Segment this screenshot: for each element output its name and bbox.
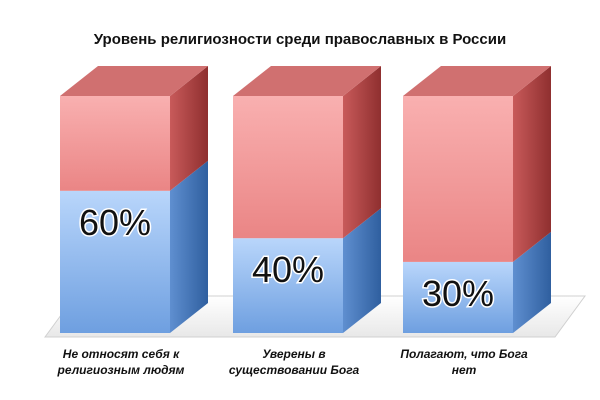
bar-value-side: [170, 160, 208, 333]
value-label-1: 60%: [79, 202, 151, 243]
bar-value-front: [233, 238, 343, 333]
bar-remainder-side: [170, 66, 208, 191]
bar-remainder-front: [403, 96, 513, 262]
bar-top: [233, 66, 381, 96]
bars: 60% 40% 30%: [60, 66, 551, 333]
bar-remainder-side: [343, 66, 381, 239]
category-labels: Не относят себя к религиозным людям Уверен…: [57, 347, 528, 377]
category-label-1: Не относят себя к религиозным людям: [57, 347, 185, 377]
bar-3: [403, 66, 551, 333]
bar-remainder-front: [233, 96, 343, 239]
bar-2: [233, 66, 381, 333]
category-label-3: Полагают, что Бога нет: [400, 347, 528, 377]
bar-remainder-front: [60, 96, 170, 191]
category-label-2: Уверены в существовании Бога: [229, 347, 360, 377]
chart-title: Уровень религиозности среди православных…: [94, 31, 506, 48]
value-label-3: 30%: [422, 273, 494, 314]
bar-value-side: [513, 231, 551, 333]
bar-value-front: [60, 190, 170, 333]
bar-value-side: [343, 208, 381, 333]
bar-remainder-side: [513, 66, 551, 262]
bar-top: [60, 66, 208, 96]
bar-value-front: [403, 261, 513, 333]
bar-top: [403, 66, 551, 96]
value-label-2: 40%: [252, 249, 324, 290]
bar-1: [60, 66, 208, 333]
